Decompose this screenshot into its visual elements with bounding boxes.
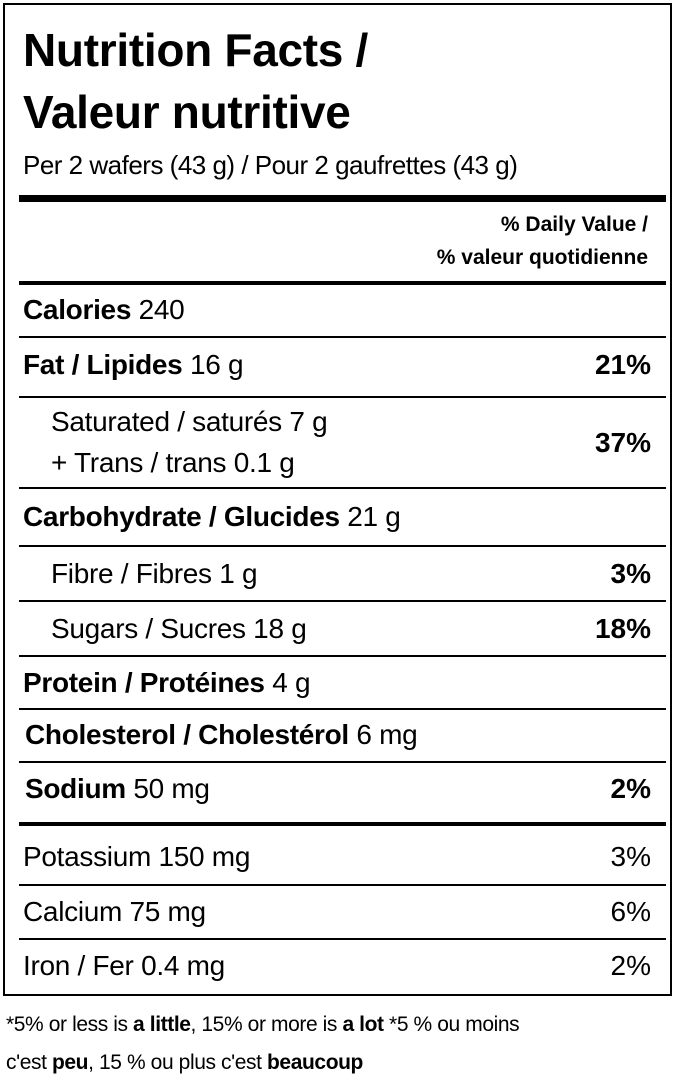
carbohydrate-label: Carbohydrate / Glucides — [23, 501, 340, 532]
divider — [19, 396, 666, 398]
sugars-row: Sugars / Sucres 18 g — [51, 613, 307, 644]
divider — [19, 545, 666, 547]
footnote-text: , 15 % ou plus c'est — [88, 1051, 267, 1074]
fat-dv: 21% — [594, 349, 651, 380]
footnote-emphasis: a lot — [342, 1013, 384, 1036]
footnote-text: *5% or less is — [6, 1013, 134, 1036]
medium-rule — [19, 281, 666, 285]
iron-dv: 2% — [610, 950, 651, 981]
trans-row: + Trans / trans 0.1 g — [51, 447, 295, 478]
divider — [19, 487, 666, 489]
potassium-row: Potassium 150 mg — [23, 841, 251, 872]
sodium-label: Sodium — [25, 773, 126, 804]
fibre-row: Fibre / Fibres 1 g — [51, 558, 258, 589]
footnote-line-2: c'est peu, 15 % ou plus c'est beaucoup — [6, 1052, 363, 1073]
divider — [19, 655, 666, 657]
fibre-dv: 3% — [610, 558, 651, 589]
calcium-row: Calcium 75 mg — [23, 896, 206, 927]
dv-header-french: % valeur quotidienne — [436, 246, 648, 269]
protein-amount: 4 g — [272, 667, 311, 698]
divider — [19, 336, 666, 338]
footnote-emphasis: peu — [51, 1051, 89, 1074]
divider — [19, 708, 666, 710]
fat-row: Fat / Lipides 16 g — [23, 349, 244, 380]
divider — [19, 884, 666, 886]
calories-label: Calories — [23, 294, 132, 325]
sodium-row: Sodium 50 mg — [25, 775, 210, 803]
cholesterol-amount: 6 mg — [356, 719, 418, 750]
sugars-dv: 18% — [594, 613, 651, 644]
footnote-emphasis: beaucoup — [267, 1051, 363, 1074]
sodium-amount: 50 mg — [133, 773, 210, 804]
footnote-text: c'est — [6, 1051, 52, 1074]
calories-row: Calories 240 — [23, 294, 185, 325]
divider — [19, 761, 666, 763]
carbohydrate-amount: 21 g — [347, 501, 401, 532]
fat-amount: 16 g — [189, 349, 244, 380]
protein-label: Protein / Protéines — [23, 667, 265, 698]
nutrition-facts-panel: Nutrition Facts / Valeur nutritive Per 2… — [3, 3, 672, 996]
calories-value: 240 — [138, 294, 185, 325]
carbohydrate-row: Carbohydrate / Glucides 21 g — [23, 503, 401, 531]
saturated-trans-dv: 37% — [594, 427, 651, 458]
sodium-dv: 2% — [610, 773, 651, 804]
iron-row: Iron / Fer 0.4 mg — [23, 950, 225, 981]
cholesterol-row: Cholesterol / Cholestérol 6 mg — [25, 719, 418, 750]
footnote-line-1: *5% or less is a little, 15% or more is … — [6, 1013, 520, 1036]
protein-row: Protein / Protéines 4 g — [23, 667, 311, 698]
fat-label: Fat / Lipides — [23, 349, 183, 380]
divider — [19, 938, 666, 940]
title-french: Valeur nutritive — [23, 86, 351, 138]
dv-header-english: % Daily Value / — [500, 213, 648, 236]
medium-rule — [19, 822, 666, 826]
serving-size: Per 2 wafers (43 g) / Pour 2 gaufrettes … — [23, 150, 518, 180]
divider — [19, 600, 666, 602]
cholesterol-label: Cholesterol / Cholestérol — [25, 719, 349, 750]
footnote-text: , 15% or more is — [190, 1013, 343, 1036]
thick-rule — [19, 195, 666, 202]
calcium-dv: 6% — [610, 896, 651, 927]
potassium-dv: 3% — [610, 841, 651, 872]
footnote-emphasis: a little — [133, 1013, 191, 1036]
title-english: Nutrition Facts / — [23, 24, 369, 76]
footnote-text: *5 % ou moins — [383, 1013, 520, 1036]
saturated-row: Saturated / saturés 7 g — [51, 406, 328, 437]
